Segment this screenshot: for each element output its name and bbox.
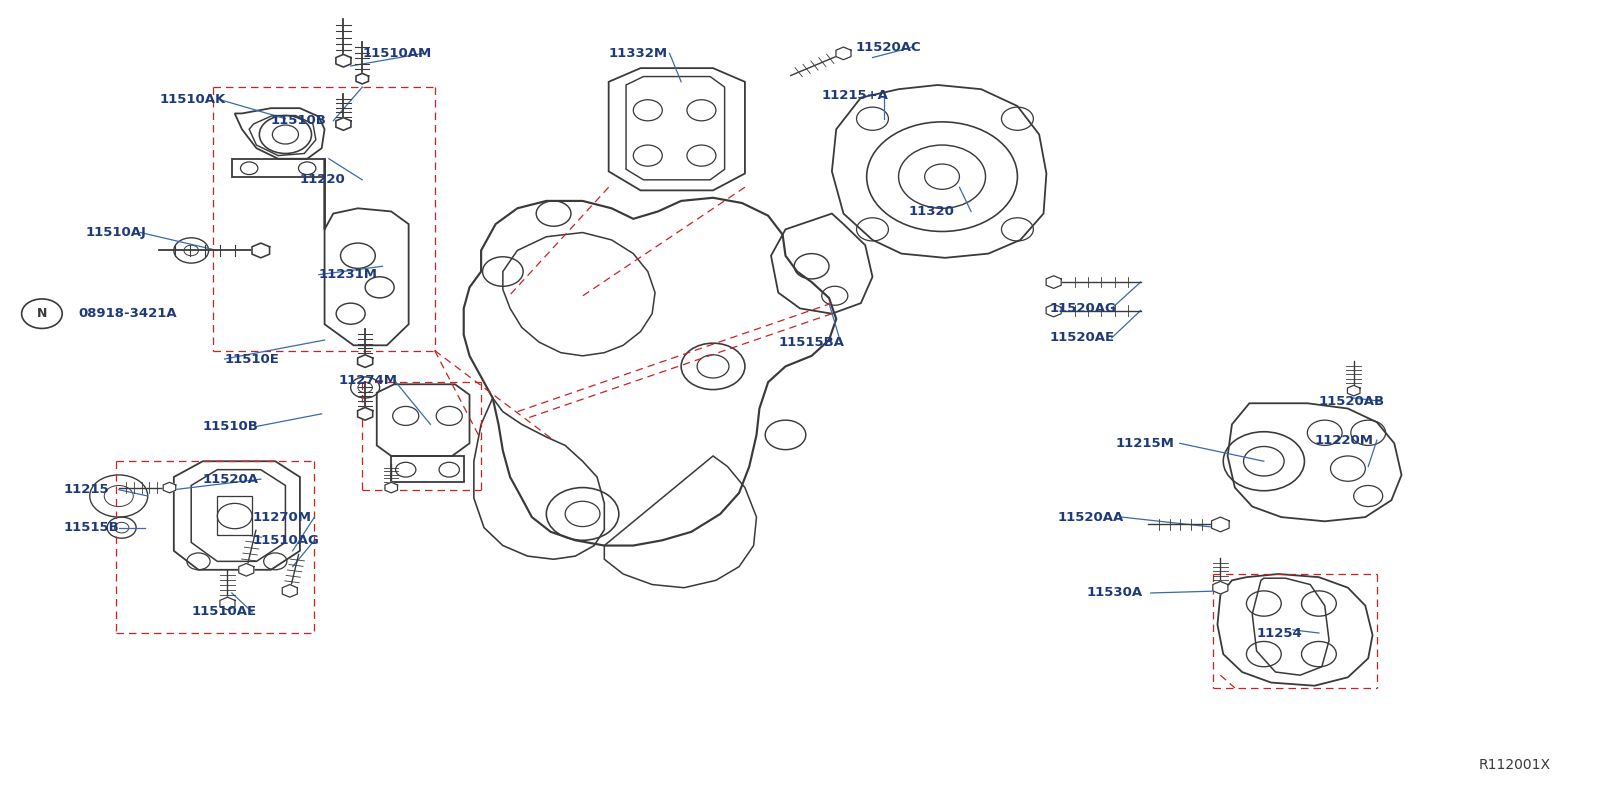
Text: 11520AC: 11520AC — [854, 41, 920, 53]
Text: 08918-3421A: 08918-3421A — [78, 307, 176, 320]
Text: 11215+A: 11215+A — [822, 89, 888, 102]
Text: 11510AK: 11510AK — [160, 93, 226, 106]
Text: 11515BA: 11515BA — [778, 336, 845, 349]
Text: 11530A: 11530A — [1086, 587, 1142, 599]
Text: 11320: 11320 — [909, 205, 955, 218]
Polygon shape — [219, 597, 235, 610]
Text: R112001X: R112001X — [1478, 758, 1550, 772]
Text: 11510E: 11510E — [224, 353, 280, 365]
Polygon shape — [355, 73, 368, 84]
Text: 11254: 11254 — [1256, 626, 1302, 639]
Text: 11274M: 11274M — [339, 373, 398, 387]
Text: 11220: 11220 — [299, 174, 346, 186]
Text: 11520A: 11520A — [203, 473, 259, 486]
Text: 11520AE: 11520AE — [1050, 331, 1115, 345]
Polygon shape — [386, 482, 397, 493]
Text: 11520AB: 11520AB — [1318, 395, 1386, 408]
Polygon shape — [282, 584, 298, 597]
Text: 11510AG: 11510AG — [253, 534, 318, 547]
Text: 11515B: 11515B — [64, 521, 120, 534]
Text: 11510AJ: 11510AJ — [85, 226, 146, 239]
Polygon shape — [163, 482, 176, 493]
Polygon shape — [1211, 517, 1229, 532]
Polygon shape — [1347, 385, 1360, 396]
Text: 11220M: 11220M — [1315, 434, 1373, 447]
Text: 11231M: 11231M — [318, 268, 378, 281]
Polygon shape — [1213, 581, 1227, 594]
Text: 11332M: 11332M — [608, 47, 667, 60]
Text: 11215: 11215 — [64, 483, 109, 496]
Polygon shape — [1046, 275, 1061, 288]
Text: 11520AG: 11520AG — [1050, 302, 1117, 315]
Text: 11510B: 11510B — [270, 115, 326, 127]
Text: 11510AM: 11510AM — [362, 47, 432, 60]
Polygon shape — [835, 47, 851, 60]
Polygon shape — [1046, 304, 1061, 317]
Text: 11510B: 11510B — [203, 420, 259, 433]
Polygon shape — [358, 408, 373, 420]
Text: 11510AE: 11510AE — [192, 606, 256, 618]
Polygon shape — [336, 54, 350, 67]
Polygon shape — [253, 243, 269, 258]
Text: 11215M: 11215M — [1115, 437, 1174, 450]
Text: 11270M: 11270M — [253, 510, 310, 524]
Text: 11520AA: 11520AA — [1058, 510, 1125, 524]
Polygon shape — [238, 564, 254, 576]
Polygon shape — [358, 355, 373, 368]
Text: N: N — [37, 307, 46, 320]
Polygon shape — [336, 118, 350, 131]
